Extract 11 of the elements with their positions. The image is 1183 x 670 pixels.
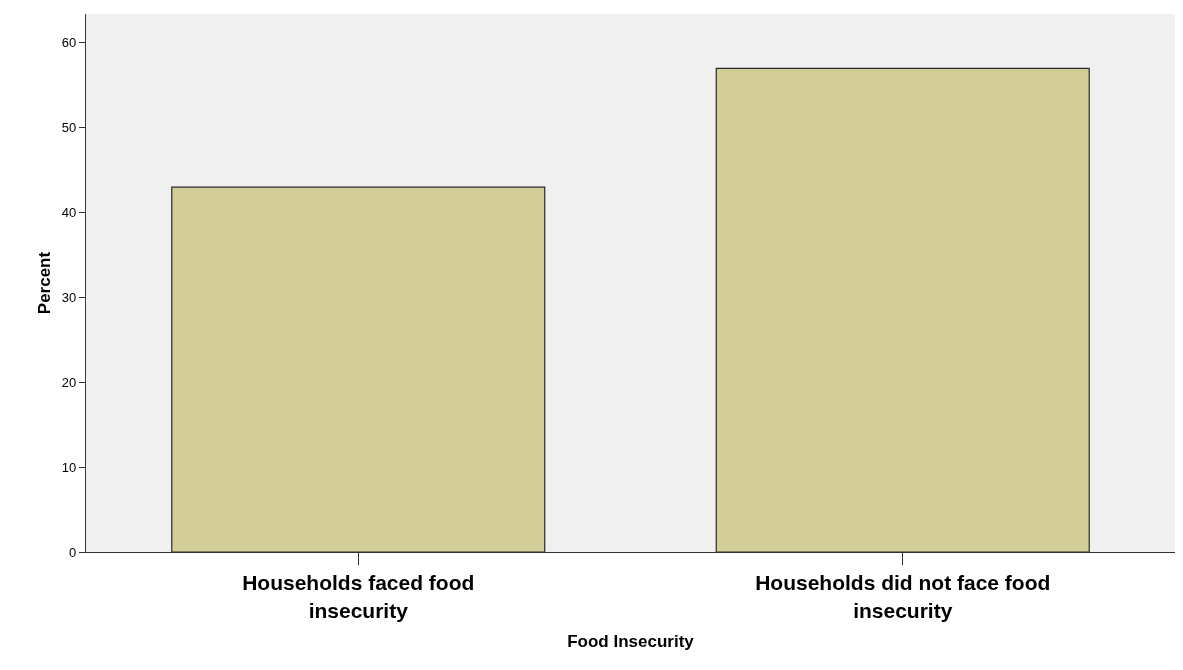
x-axis-title: Food Insecurity (567, 632, 695, 651)
y-tick-label: 50 (61, 120, 77, 136)
x-tick-label: Households faced food insecurity (242, 571, 475, 622)
y-tick-label: 40 (61, 205, 77, 221)
y-tick-label: 10 (61, 459, 77, 475)
y-tick-label: 30 (61, 289, 77, 305)
x-tick-label: Households did not face food insecurity (755, 571, 1051, 622)
y-tick-label: 0 (69, 544, 77, 560)
y-axis-title: Percent (35, 251, 55, 315)
y-tick-label: 60 (61, 35, 77, 51)
y-tick-label: 20 (61, 374, 77, 390)
